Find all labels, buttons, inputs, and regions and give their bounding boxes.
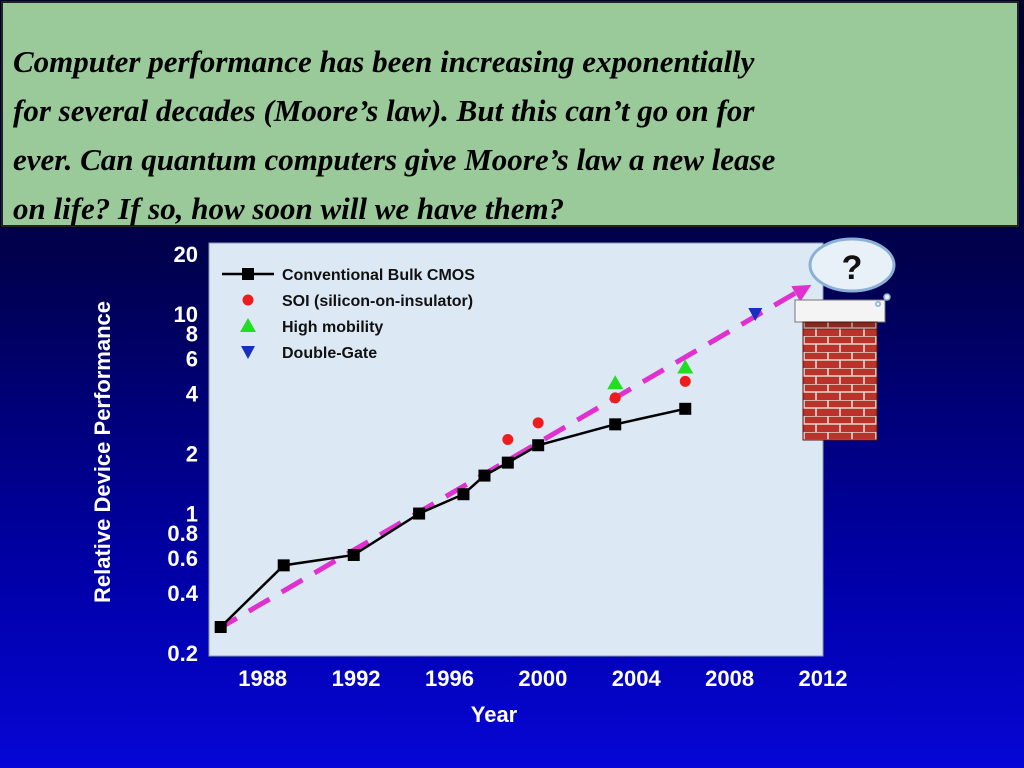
banner-line: Computer performance has been increasing…: [13, 44, 755, 79]
data-point-triangle-up: [677, 359, 694, 374]
y-tick-label: 8: [186, 321, 198, 346]
data-point-circle: [609, 392, 621, 404]
y-tick-label: 10: [174, 302, 198, 327]
legend-label: Conventional Bulk CMOS: [282, 267, 475, 284]
x-tick-label: 1996: [425, 666, 474, 691]
x-axis-label: Year: [471, 702, 518, 727]
chimney-shadow: [803, 322, 877, 330]
chimney-wall: [802, 321, 878, 441]
data-point-square: [501, 456, 514, 469]
y-tick-label: 4: [186, 381, 199, 406]
legend-label: High mobility: [282, 319, 383, 336]
data-point-square: [277, 559, 290, 572]
series-line-cmos: [219, 407, 686, 628]
question-banner: Computer performance has been increasing…: [1, 1, 1019, 227]
cloud-puff: [883, 293, 891, 301]
data-point-triangle-up: [607, 375, 624, 390]
legend-label: Double-Gate: [282, 345, 377, 362]
data-point-circle: [502, 434, 514, 446]
data-point-square: [609, 418, 622, 431]
data-point-square: [457, 488, 470, 501]
data-point-circle: [532, 417, 544, 429]
legend-marker: [241, 346, 255, 359]
banner-line: for several decades (Moore’s law). But t…: [13, 93, 755, 128]
x-tick-label: 2012: [799, 666, 848, 691]
data-point-square: [413, 507, 426, 520]
chart-legend: Conventional Bulk CMOS SOI (silicon-on-in…: [222, 267, 475, 362]
chimney-cap: [794, 299, 886, 323]
y-tick-label: 0.8: [167, 521, 198, 546]
trendline-arrowhead: [791, 284, 812, 302]
y-tick-label: 1: [186, 502, 198, 527]
cloud-body: [808, 237, 896, 293]
x-tick-label: 2000: [518, 666, 567, 691]
data-point-square: [214, 620, 227, 633]
series-layer: [214, 308, 763, 633]
legend-marker: [242, 268, 254, 280]
thought-cloud-icon: ?: [808, 237, 896, 307]
legend-marker: [242, 294, 254, 306]
x-tick-label: 2008: [705, 666, 754, 691]
data-point-square: [478, 469, 491, 482]
banner-line: on life? If so, how soon will we have th…: [13, 191, 565, 226]
data-point-circle: [679, 375, 691, 387]
x-tick-label: 1992: [332, 666, 381, 691]
question-mark: ?: [842, 249, 863, 287]
data-point-square: [532, 439, 545, 452]
y-tick-label: 0.4: [167, 581, 198, 606]
x-tick-label: 1988: [238, 666, 287, 691]
trendline-layer: [214, 284, 812, 633]
y-axis-label: Relative Device Performance: [90, 301, 115, 603]
legend-label: SOI (silicon-on-insulator): [282, 293, 473, 310]
y-tick-label: 0.2: [167, 641, 198, 666]
y-tick-label: 2: [186, 442, 198, 467]
banner-text: Computer performance has been increasing…: [13, 37, 1018, 233]
y-tick-label: 0.6: [167, 546, 198, 571]
y-tick-label: 20: [174, 242, 198, 267]
data-point-square: [347, 548, 360, 561]
legend-marker: [240, 318, 256, 332]
y-tick-label: 6: [186, 346, 198, 371]
x-tick-label: 2004: [612, 666, 662, 691]
data-point-square: [679, 402, 692, 415]
plot-area: [208, 242, 824, 657]
brick-chimney-illustration: [794, 299, 886, 441]
banner-line: ever. Can quantum computers give Moore’s…: [13, 142, 776, 177]
data-point-triangle-down: [748, 308, 763, 322]
cloud-puff: [875, 301, 881, 307]
